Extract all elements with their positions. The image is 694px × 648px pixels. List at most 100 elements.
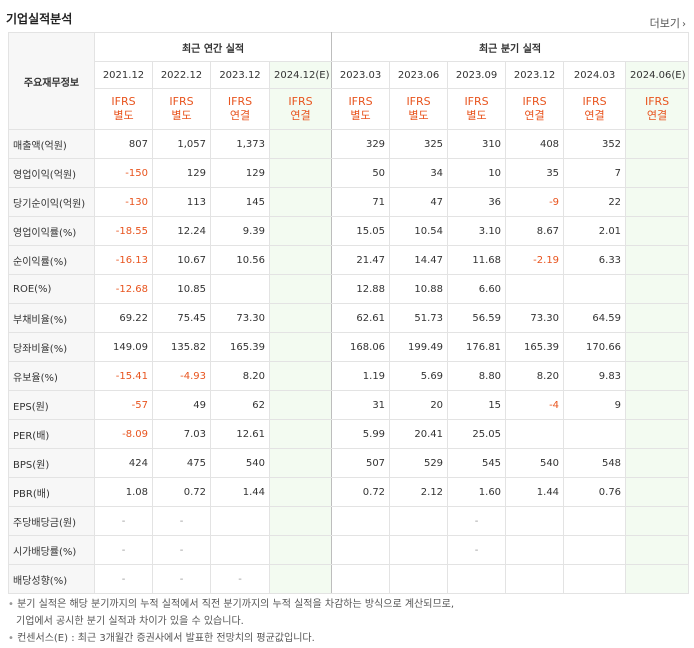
value-cell: 36: [447, 187, 507, 217]
accounting-basis-header: IFRS 별도: [331, 88, 391, 130]
value-cell: [563, 506, 627, 536]
annual-group-header: 최근 연간 실적: [93, 32, 333, 62]
table-row: EPS(원) -57 49 62 31 20 15 -4 9: [8, 390, 690, 420]
value-cell: 1.44: [210, 477, 270, 507]
value-cell: 64.59: [563, 303, 627, 333]
value-cell: 5.99: [331, 419, 391, 449]
value-cell: [625, 506, 690, 536]
value-cell: 34: [389, 158, 449, 188]
value-cell: -15.41: [94, 361, 153, 391]
more-link[interactable]: 더보기 ›: [650, 15, 686, 31]
value-cell: 6.33: [563, 245, 627, 275]
value-cell: 0.72: [152, 477, 211, 507]
value-cell: [625, 187, 690, 217]
value-cell: 2.01: [563, 216, 627, 246]
value-cell: 50: [331, 158, 391, 188]
value-cell: 7.03: [152, 419, 211, 449]
period-header: 2023.12: [210, 61, 270, 89]
value-cell: [268, 216, 333, 246]
value-cell: [389, 535, 449, 565]
value-cell: 545: [447, 448, 507, 478]
value-cell: [331, 564, 391, 594]
value-cell: [625, 332, 690, 362]
value-cell: [268, 448, 333, 478]
value-cell: 352: [563, 129, 627, 159]
row-label: ROE(%): [8, 274, 95, 304]
value-cell: 25.05: [447, 419, 507, 449]
table-row: 당기순이익(억원) -130 113 145 71 47 36 -9 22: [8, 187, 690, 217]
value-cell: 12.61: [210, 419, 270, 449]
value-cell: [268, 187, 333, 217]
value-cell: 10.88: [389, 274, 449, 304]
value-cell: 15: [447, 390, 507, 420]
value-cell: 540: [505, 448, 565, 478]
row-label: 배당성향(%): [8, 564, 95, 594]
chevron-right-icon: ›: [682, 19, 686, 30]
value-cell: 51.73: [389, 303, 449, 333]
table-row: 당좌비율(%) 149.09 135.82 165.39 168.06 199.49 176…: [8, 332, 690, 362]
value-cell: 170.66: [563, 332, 627, 362]
row-label: 당좌비율(%): [8, 332, 95, 362]
value-cell: 325: [389, 129, 449, 159]
basis-standard: IFRS: [644, 95, 670, 108]
value-cell: 8.80: [447, 361, 507, 391]
value-cell: [268, 477, 333, 507]
table-row: 순이익률(%) -16.13 10.67 10.56 21.47 14.47 11.68 -2…: [8, 245, 690, 275]
value-cell: [268, 158, 333, 188]
basis-standard: IFRS: [169, 95, 194, 108]
value-cell: [268, 129, 333, 159]
value-cell: 31: [331, 390, 391, 420]
value-cell: 408: [505, 129, 565, 159]
value-cell: [625, 158, 690, 188]
value-cell: [389, 506, 449, 536]
basis-type: 연결: [646, 109, 668, 122]
value-cell: 10: [447, 158, 507, 188]
accounting-basis-header: IFRS 연결: [505, 88, 565, 130]
value-cell: 47: [389, 187, 449, 217]
table-row: 유보율(%) -15.41 -4.93 8.20 1.19 5.69 8.80 8.20 9.8…: [8, 361, 690, 391]
value-cell: 0.72: [331, 477, 391, 507]
row-label: 매출액(억원): [8, 129, 95, 159]
value-cell: -: [152, 564, 211, 594]
value-cell: 75.45: [152, 303, 211, 333]
accounting-basis-header: IFRS 연결: [210, 88, 270, 130]
row-label: PBR(배): [8, 477, 95, 507]
value-cell: 329: [331, 129, 391, 159]
basis-standard: IFRS: [288, 95, 313, 108]
value-cell: 1.44: [505, 477, 565, 507]
value-cell: [447, 564, 507, 594]
value-cell: 2.12: [389, 477, 449, 507]
table-row: 시가배당률(%) - - -: [8, 535, 690, 565]
quarter-group-header: 최근 분기 실적: [331, 32, 690, 62]
value-cell: 3.10: [447, 216, 507, 246]
value-cell: -9: [505, 187, 565, 217]
value-cell: 129: [210, 158, 270, 188]
value-cell: -: [447, 506, 507, 536]
value-cell: -8.09: [94, 419, 153, 449]
value-cell: [563, 419, 627, 449]
value-cell: [268, 535, 333, 565]
row-label: 유보율(%): [8, 361, 95, 391]
value-cell: -: [94, 535, 153, 565]
table-row: 주당배당금(원) - - -: [8, 506, 690, 536]
table-row: ROE(%) -12.68 10.85 12.88 10.88 6.60: [8, 274, 690, 304]
value-cell: 310: [447, 129, 507, 159]
value-cell: [268, 361, 333, 391]
value-cell: -: [94, 506, 153, 536]
value-cell: 12.88: [331, 274, 391, 304]
basis-standard: IFRS: [464, 95, 489, 108]
more-label: 더보기: [649, 17, 680, 30]
value-cell: -2.19: [505, 245, 565, 275]
value-cell: 129: [152, 158, 211, 188]
row-label: 영업이익(억원): [8, 158, 95, 188]
value-cell: 149.09: [94, 332, 153, 362]
value-cell: 5.69: [389, 361, 449, 391]
table-row: PER(배) -8.09 7.03 12.61 5.99 20.41 25.05: [8, 419, 690, 449]
footnotes: • 분기 실적은 해당 분기까지의 누적 실적에서 직전 분기까지의 누적 실적…: [8, 599, 455, 644]
value-cell: 21.47: [331, 245, 391, 275]
row-label: EPS(원): [8, 390, 95, 420]
value-cell: 20.41: [389, 419, 449, 449]
value-cell: [625, 477, 690, 507]
note-3: 컨센서스(E) : 최근 3개월간 증권사에서 발표한 전망치의 평균값입니다.: [17, 633, 315, 644]
value-cell: [268, 332, 333, 362]
